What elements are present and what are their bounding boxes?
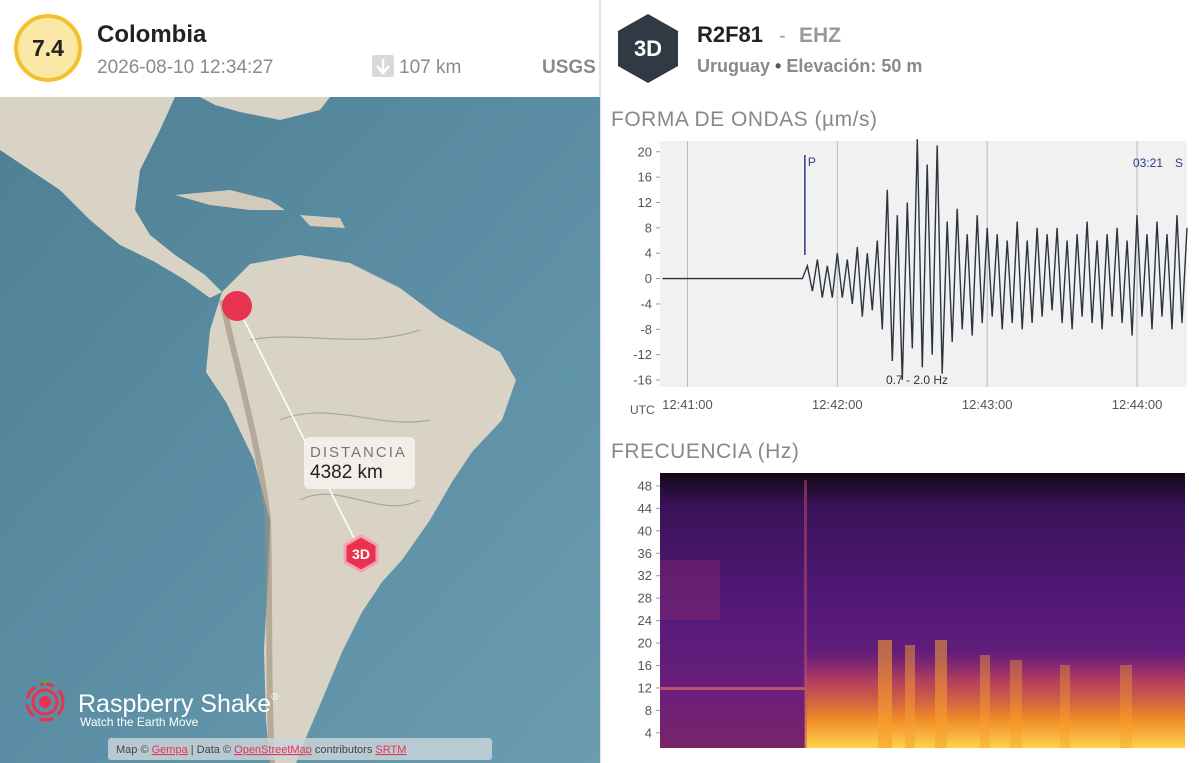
spectrogram-title: FRECUENCIA (Hz) bbox=[611, 440, 799, 463]
filter-label: 0.7 - 2.0 Hz bbox=[886, 373, 948, 387]
y-tick-label: 16 bbox=[638, 658, 652, 673]
country: Uruguay bbox=[697, 56, 770, 76]
epicenter bbox=[222, 291, 252, 321]
y-tick-label: 36 bbox=[638, 546, 652, 561]
land-north bbox=[0, 97, 222, 298]
x-tick-label: 12:42:00 bbox=[812, 397, 863, 412]
station-header: 3D R2F81 - EHZ Uruguay • Elevación: 50 m bbox=[618, 14, 922, 83]
y-tick-label: 16 bbox=[638, 170, 652, 185]
distance: 4382 km bbox=[310, 462, 383, 483]
waveform-chart: 12:41:00 12:42:00 12:43:00 12:44:00 20 16 12 8 4… bbox=[633, 139, 1188, 412]
x-tick-label: 12:43:00 bbox=[962, 397, 1013, 412]
distance-line bbox=[236, 305, 362, 553]
y-tick-label: 20 bbox=[638, 144, 652, 159]
y-tick-label: 40 bbox=[638, 523, 652, 538]
y-tick-label: 20 bbox=[638, 636, 652, 651]
station-marker bbox=[343, 534, 379, 573]
attribution: Map © Gempa | Data © OpenStreetMap contr… bbox=[116, 744, 406, 756]
station-badge bbox=[618, 14, 678, 83]
y-tick-label: 8 bbox=[645, 703, 652, 718]
y-tick-label: -4 bbox=[640, 296, 652, 311]
link[interactable]: Gempa bbox=[152, 744, 189, 756]
elevation: Elevación: 50 m bbox=[786, 56, 922, 76]
spectrogram-chart: 48 44 40 36 32 28 24 20 16 12 8 4 bbox=[638, 478, 660, 740]
link[interactable]: SRTM bbox=[375, 744, 406, 756]
station-location: Uruguay • Elevación: 50 m bbox=[697, 56, 922, 76]
y-tick-label: 12 bbox=[638, 680, 652, 695]
attribution-bar bbox=[108, 738, 492, 760]
distance-box bbox=[304, 437, 415, 489]
land-south-america bbox=[206, 255, 516, 763]
magnitude-badge bbox=[14, 14, 82, 82]
y-tick-label: 0 bbox=[645, 271, 652, 286]
depth: 107 km bbox=[399, 57, 461, 78]
map: DISTANCIA 4382 km 3D Raspberry Shake® Wa… bbox=[0, 97, 600, 763]
brand-mark: ® bbox=[271, 692, 279, 703]
event-header: 7.4 Colombia 2026-08-10 12:34:27 107 km … bbox=[14, 14, 596, 82]
brand-name: Raspberry Shake bbox=[78, 690, 271, 718]
attribution-text: | Data © bbox=[191, 744, 231, 756]
y-tick-label: 24 bbox=[638, 613, 652, 628]
andes bbox=[219, 299, 275, 763]
station-code: R2F81 bbox=[697, 22, 763, 47]
y-tick-label: 12 bbox=[638, 195, 652, 210]
land-north-east bbox=[200, 97, 330, 120]
link[interactable]: OpenStreetMap bbox=[234, 744, 312, 756]
y-tick-label: -12 bbox=[633, 347, 652, 362]
waveform-title: FORMA DE ONDAS (µm/s) bbox=[611, 108, 877, 131]
x-tick-label: 12:41:00 bbox=[662, 397, 713, 412]
y-tick-label: 28 bbox=[638, 591, 652, 606]
y-tick-label: 4 bbox=[645, 725, 652, 740]
waveform bbox=[662, 139, 1188, 381]
borders bbox=[249, 329, 431, 507]
y-tick-label: -8 bbox=[640, 322, 652, 337]
waveform-plot bbox=[660, 141, 1187, 387]
y-tick-label: 32 bbox=[638, 568, 652, 583]
s-label: S bbox=[1175, 156, 1183, 170]
islands bbox=[175, 190, 285, 210]
separator: - bbox=[779, 25, 786, 47]
source: USGS bbox=[542, 57, 596, 78]
station-marker-text: 3D bbox=[352, 546, 370, 562]
y-tick-label: -16 bbox=[633, 373, 652, 388]
y-tick-label: 44 bbox=[638, 501, 652, 516]
bullet: • bbox=[775, 56, 781, 76]
attribution-text: contributors bbox=[315, 744, 373, 756]
y-tick-label: 48 bbox=[638, 478, 652, 493]
y-tick-label: 8 bbox=[645, 220, 652, 235]
region: Colombia bbox=[97, 21, 207, 48]
spectrogram-image bbox=[660, 473, 1185, 748]
brand-logo bbox=[25, 677, 65, 722]
depth-arrow bbox=[376, 59, 390, 75]
brand: Raspberry Shake® bbox=[78, 690, 279, 718]
distance-label: DISTANCIA bbox=[310, 444, 407, 461]
station-badge-text: 3D bbox=[634, 36, 662, 61]
tagline: Watch the Earth Move bbox=[80, 715, 199, 729]
y-tick-label: 4 bbox=[645, 246, 652, 261]
datetime: 2026-08-10 12:34:27 bbox=[97, 57, 273, 78]
x-axis-label: UTC bbox=[630, 403, 655, 417]
s-offset: 03:21 bbox=[1133, 156, 1163, 170]
magnitude: 7.4 bbox=[32, 35, 64, 61]
attribution-text: Map © bbox=[116, 744, 149, 756]
phase-label: P bbox=[808, 155, 816, 169]
islands bbox=[300, 215, 345, 228]
channel: EHZ bbox=[799, 24, 841, 47]
x-tick-label: 12:44:00 bbox=[1112, 397, 1163, 412]
